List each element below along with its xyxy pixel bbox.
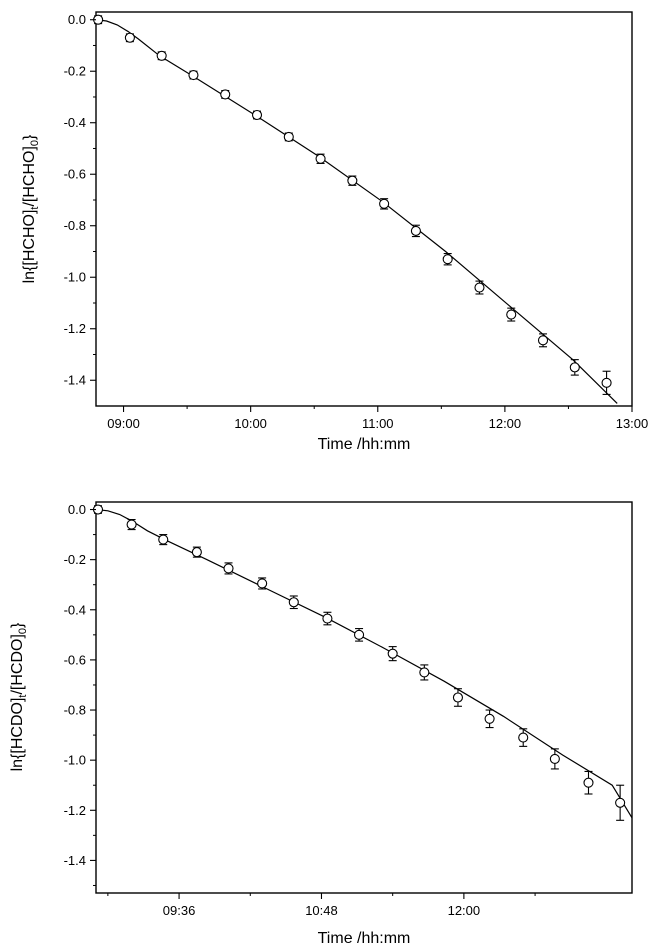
- point-marker: [157, 51, 166, 60]
- data-point: [284, 132, 293, 141]
- x-tick-label: 10:48: [305, 903, 338, 918]
- point-marker: [192, 548, 201, 557]
- point-marker: [355, 630, 364, 639]
- data-point: [125, 33, 134, 42]
- data-point: [388, 647, 397, 661]
- point-marker: [127, 520, 136, 529]
- point-marker: [159, 535, 168, 544]
- x-tick-label: 12:00: [448, 903, 481, 918]
- chart-hcho: 0.0 -0.2 -0.4 -0.6 -0.8 -1.0 -1.2 -1.4 09:00 10:0…: [21, 12, 648, 453]
- plot-frame: [96, 12, 632, 406]
- x-axis-title: Time /hh:mm: [318, 436, 411, 453]
- tick-group: 0.0 -0.2 -0.4 -0.6 -0.8 -1.0 -1.2 -1.4 09:00 10:0…: [64, 12, 649, 431]
- point-marker: [388, 649, 397, 658]
- data-point: [253, 111, 262, 120]
- data-point: [411, 225, 420, 236]
- point-marker: [475, 283, 484, 292]
- x-axis-title: Time /hh:mm: [318, 930, 411, 947]
- data-point: [323, 612, 332, 625]
- point-marker: [380, 199, 389, 208]
- x-tick-label: 10:00: [234, 416, 267, 431]
- point-marker: [316, 154, 325, 163]
- point-marker: [348, 176, 357, 185]
- data-point: [570, 360, 579, 375]
- point-marker: [485, 714, 494, 723]
- y-tick-label: -1.0: [64, 753, 86, 768]
- x-tick-label: 09:36: [163, 903, 196, 918]
- point-marker: [443, 255, 452, 264]
- fit-curve: [96, 20, 617, 404]
- data-point: [539, 334, 548, 347]
- data-point: [420, 665, 429, 680]
- data-point: [485, 710, 494, 728]
- point-marker: [519, 733, 528, 742]
- y-tick-label: -0.4: [64, 115, 86, 130]
- data-point: [127, 520, 136, 530]
- y-tick-label: -1.2: [64, 803, 86, 818]
- data-point: [159, 535, 168, 545]
- y-tick-label: 0.0: [68, 502, 86, 517]
- plot-frame: [96, 502, 632, 893]
- x-tick-label: 13:00: [616, 416, 649, 431]
- y-tick-label: -0.4: [64, 602, 86, 617]
- data-point: [258, 578, 267, 589]
- data-point: [221, 90, 230, 99]
- point-marker: [539, 336, 548, 345]
- point-marker: [289, 598, 298, 607]
- point-marker: [616, 798, 625, 807]
- data-point: [584, 771, 593, 794]
- y-tick-label: -0.2: [64, 64, 86, 79]
- y-tick-label: -1.4: [64, 373, 86, 388]
- y-tick-label: -0.6: [64, 167, 86, 182]
- point-marker: [550, 754, 559, 763]
- y-tick-label: -1.0: [64, 270, 86, 285]
- x-tick-label: 11:00: [362, 416, 394, 431]
- point-marker: [570, 363, 579, 372]
- data-point: [380, 199, 389, 209]
- point-marker: [420, 668, 429, 677]
- data-points-group: [94, 15, 611, 394]
- point-marker: [602, 378, 611, 387]
- point-marker: [258, 579, 267, 588]
- data-point: [189, 71, 198, 80]
- data-point: [602, 371, 611, 394]
- y-tick-label: -0.2: [64, 552, 86, 567]
- point-marker: [189, 71, 198, 80]
- y-tick-label: -0.6: [64, 652, 86, 667]
- data-point: [348, 176, 357, 185]
- x-tick-label: 09:00: [107, 416, 140, 431]
- data-points-group: [93, 505, 624, 820]
- point-marker: [253, 111, 262, 120]
- point-marker: [284, 132, 293, 141]
- data-point: [192, 547, 201, 557]
- point-marker: [125, 33, 134, 42]
- point-marker: [323, 614, 332, 623]
- data-point: [289, 596, 298, 609]
- data-point: [355, 629, 364, 642]
- point-marker: [411, 226, 420, 235]
- fit-curve-group: [96, 20, 617, 404]
- point-marker: [221, 90, 230, 99]
- point-marker: [224, 564, 233, 573]
- y-tick-label: 0.0: [68, 12, 86, 27]
- data-point: [316, 154, 325, 163]
- y-axis-title: ln{[HCDO]t/[HCDO]0}: [9, 622, 29, 771]
- y-tick-label: -0.8: [64, 218, 86, 233]
- data-point: [616, 785, 625, 820]
- fit-curve: [96, 510, 632, 818]
- point-marker: [584, 778, 593, 787]
- data-point: [157, 51, 166, 60]
- point-marker: [507, 310, 516, 319]
- y-tick-label: -0.8: [64, 703, 86, 718]
- chart-hcdo: 0.0 -0.2 -0.4 -0.6 -0.8 -1.0 -1.2 -1.4 09:36 10:4…: [9, 502, 632, 947]
- x-tick-label: 12:00: [489, 416, 522, 431]
- data-point: [224, 563, 233, 574]
- y-tick-label: -1.2: [64, 321, 86, 336]
- tick-group: 0.0 -0.2 -0.4 -0.6 -0.8 -1.0 -1.2 -1.4 09:36 10:4…: [64, 502, 535, 918]
- y-tick-label: -1.4: [64, 853, 86, 868]
- point-marker: [453, 693, 462, 702]
- y-axis-title: ln{[HCHO]t/[HCHO]0}: [21, 134, 41, 283]
- fit-curve-group: [96, 510, 632, 818]
